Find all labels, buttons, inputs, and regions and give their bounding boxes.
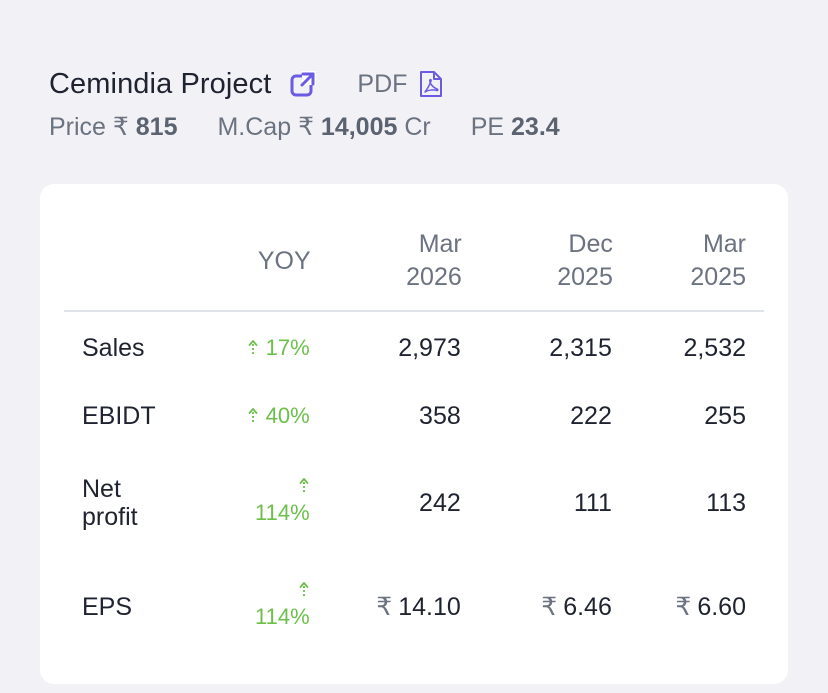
cell-value: 255 bbox=[704, 402, 746, 430]
yoy-change: 114% bbox=[208, 451, 311, 555]
quarterly-results-table: YOY Mar 2026 Dec 2025 Mar 2025 Sales 17% bbox=[64, 222, 764, 659]
header-period-2: Dec 2025 bbox=[462, 222, 613, 311]
up-arrow-icon bbox=[299, 478, 309, 493]
pdf-file-icon bbox=[419, 70, 443, 98]
header-month: Mar bbox=[418, 230, 462, 258]
company-name[interactable]: Cemindia Project bbox=[49, 67, 272, 100]
header-year: 2025 bbox=[557, 263, 613, 291]
cell-value: ₹6.60 bbox=[613, 555, 764, 659]
external-link-icon[interactable] bbox=[289, 70, 317, 98]
row-label-line: Net bbox=[82, 475, 121, 503]
header-period-1: Mar 2026 bbox=[311, 222, 462, 311]
header-yoy-label: YOY bbox=[257, 246, 311, 275]
metric-label: Price ₹ bbox=[49, 113, 136, 141]
yoy-value: 40% bbox=[265, 403, 310, 428]
currency-symbol: ₹ bbox=[541, 593, 558, 621]
yoy-change: 40% bbox=[208, 381, 311, 451]
header-month: Mar bbox=[702, 230, 746, 258]
metric-value: 23.4 bbox=[511, 113, 560, 141]
table-row-sales: Sales 17% 2,973 2,315 2,532 bbox=[64, 311, 764, 381]
title-row: Cemindia Project PDF bbox=[49, 62, 798, 106]
cell-value: 113 bbox=[706, 489, 746, 517]
metrics-row: Price ₹ 815 M.Cap ₹ 14,005 Cr PE 23.4 bbox=[49, 112, 798, 142]
metric-value: 815 bbox=[135, 113, 178, 141]
currency-symbol: ₹ bbox=[376, 593, 393, 621]
header-yoy: YOY bbox=[208, 222, 311, 311]
metric-value: 14,005 bbox=[320, 113, 398, 141]
metric-label: M.Cap ₹ bbox=[217, 113, 321, 141]
metric-suffix: Cr bbox=[397, 113, 431, 141]
cell-value: ₹14.10 bbox=[311, 555, 462, 659]
metric-pe: PE 23.4 bbox=[471, 113, 560, 142]
cell-value: 2,315 bbox=[549, 334, 612, 362]
row-label-line: profit bbox=[82, 503, 138, 531]
header-year: 2025 bbox=[690, 263, 746, 291]
header-empty bbox=[64, 222, 208, 311]
yoy-change: 17% bbox=[208, 311, 311, 381]
up-arrow-icon bbox=[299, 582, 309, 597]
metric-price: Price ₹ 815 bbox=[49, 112, 177, 142]
cell-value: 111 bbox=[573, 489, 612, 517]
table-header-row: YOY Mar 2026 Dec 2025 Mar 2025 bbox=[64, 222, 764, 311]
currency-symbol: ₹ bbox=[675, 593, 692, 621]
cell-value: 358 bbox=[419, 402, 461, 430]
table-row-net-profit: Net profit 114% 242 111 113 bbox=[64, 451, 764, 555]
value-text: 6.60 bbox=[697, 593, 746, 621]
header-year: 2026 bbox=[406, 263, 462, 291]
value-text: 14.10 bbox=[398, 593, 461, 621]
row-label: EBIDT bbox=[82, 402, 156, 430]
cell-value: ₹6.46 bbox=[462, 555, 613, 659]
cell-value: 2,532 bbox=[683, 334, 746, 362]
results-card: YOY Mar 2026 Dec 2025 Mar 2025 Sales 17% bbox=[40, 184, 788, 684]
row-label: EPS bbox=[82, 593, 133, 621]
yoy-change: 114% bbox=[208, 555, 311, 659]
table-row-eps: EPS 114% ₹14.10 ₹6.46 ₹6.60 bbox=[64, 555, 764, 659]
table-row-ebidt: EBIDT 40% 358 222 255 bbox=[64, 381, 764, 451]
row-label: Net profit bbox=[64, 451, 208, 555]
up-arrow-icon bbox=[248, 340, 258, 355]
header-month: Dec bbox=[568, 230, 613, 258]
metric-market-cap: M.Cap ₹ 14,005 Cr bbox=[217, 112, 430, 142]
pdf-label: PDF bbox=[357, 69, 408, 98]
yoy-value: 114% bbox=[255, 604, 310, 629]
cell-value: 2,973 bbox=[398, 334, 461, 362]
yoy-value: 17% bbox=[265, 335, 310, 360]
pdf-link[interactable]: PDF bbox=[357, 70, 443, 99]
yoy-value: 114% bbox=[255, 500, 310, 525]
row-label: Sales bbox=[82, 334, 145, 362]
value-text: 6.46 bbox=[563, 593, 612, 621]
stock-header: Cemindia Project PDF Price ₹ 815 bbox=[49, 62, 798, 142]
metric-label: PE bbox=[470, 113, 512, 141]
header-period-3: Mar 2025 bbox=[613, 222, 764, 311]
cell-value: 222 bbox=[570, 402, 612, 430]
cell-value: 242 bbox=[419, 489, 461, 517]
up-arrow-icon bbox=[248, 408, 258, 423]
